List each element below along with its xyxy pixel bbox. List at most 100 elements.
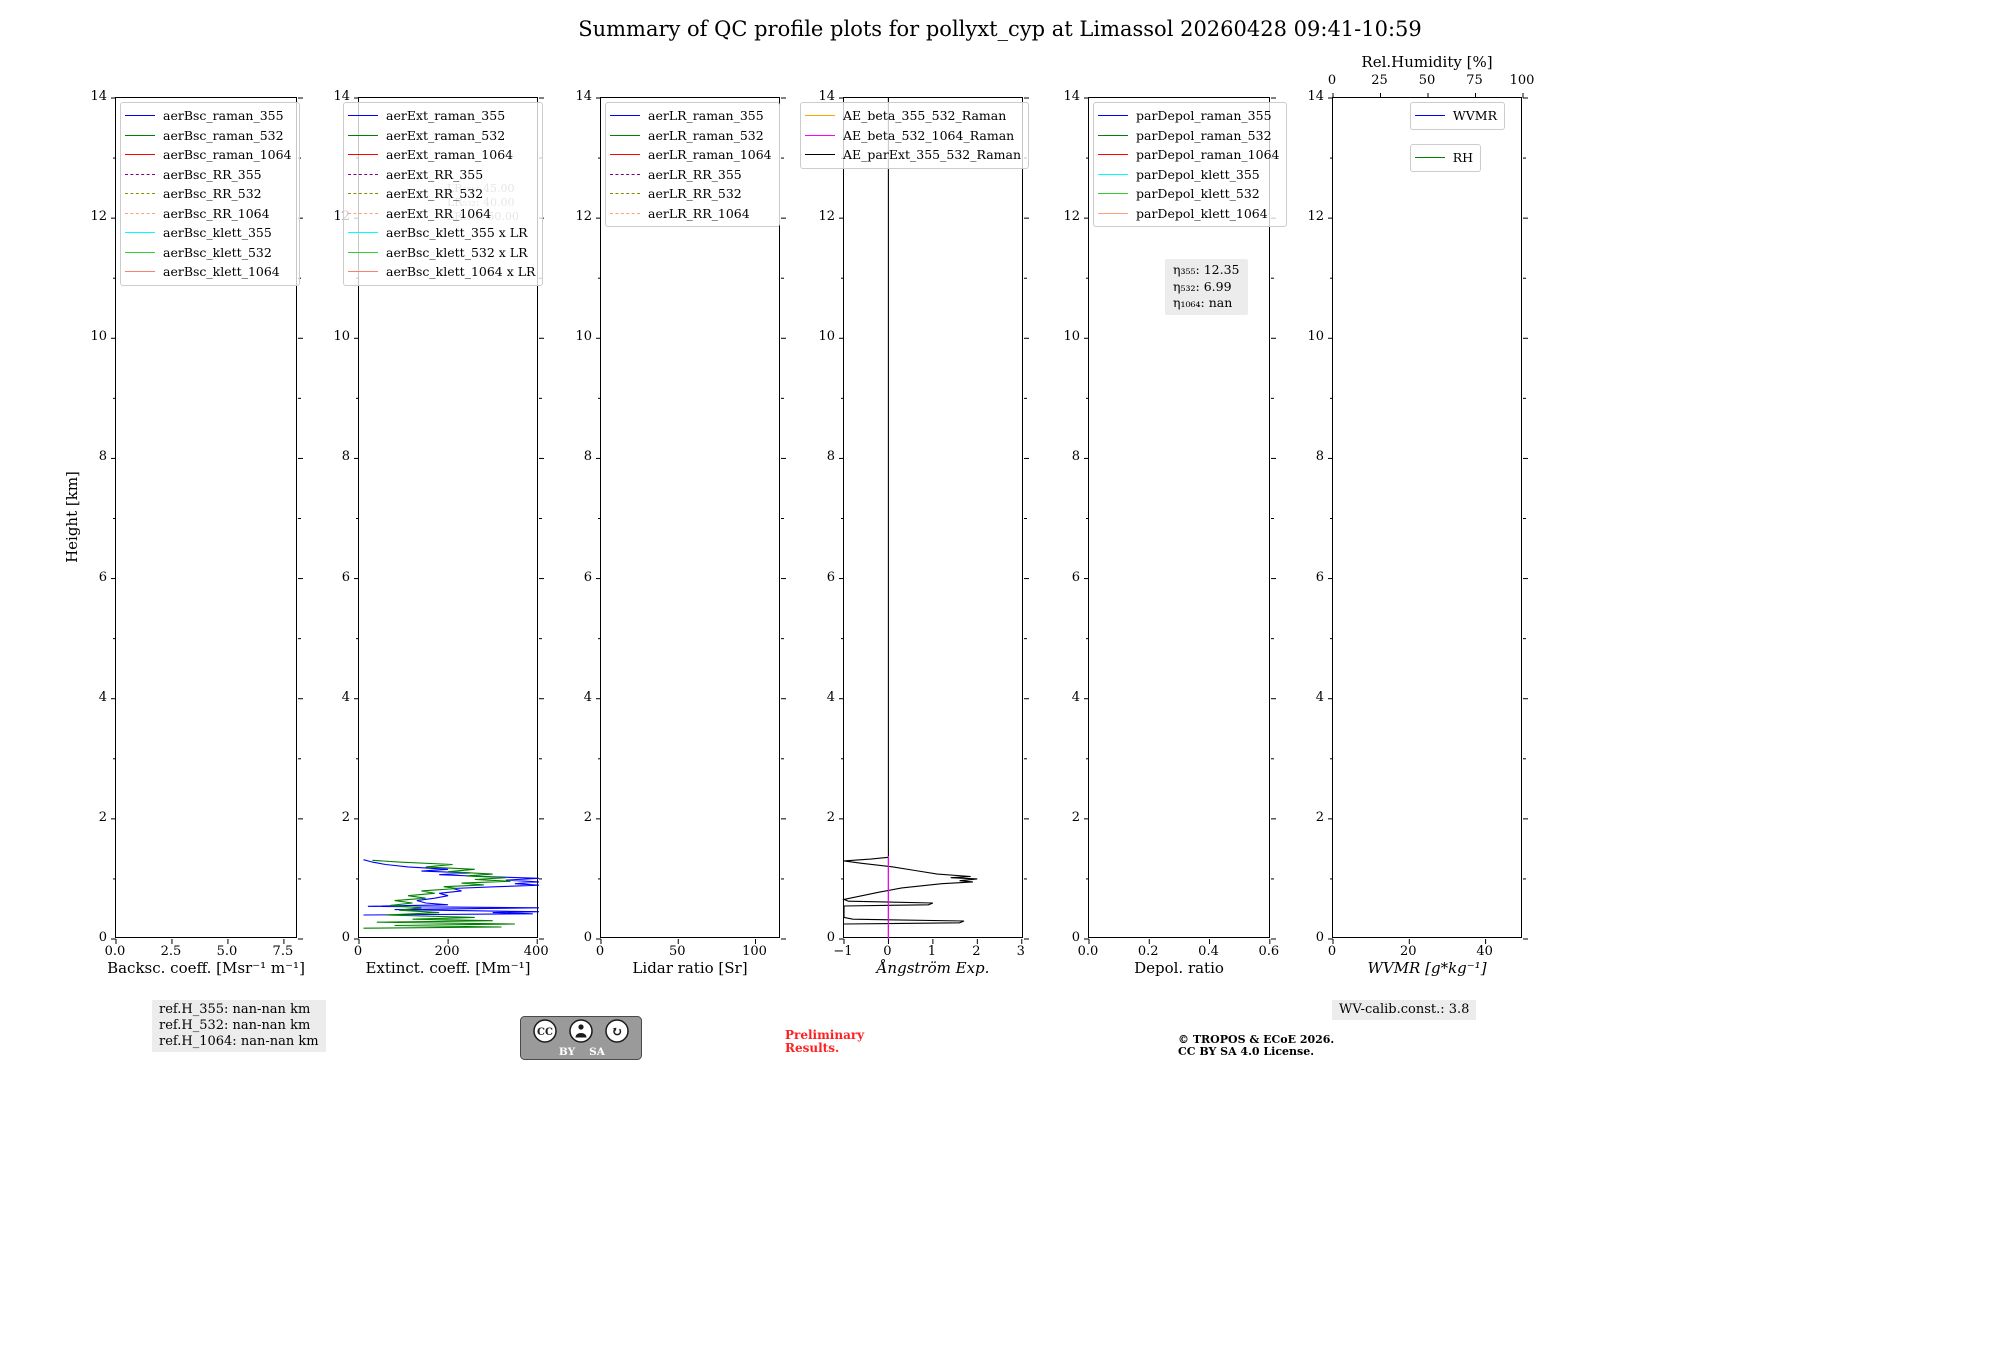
y-tick-label: 8 <box>1315 449 1324 465</box>
y-tick-label: 4 <box>341 689 350 705</box>
angstrom-plot-area <box>839 97 1029 944</box>
y-tick-label: 8 <box>98 449 107 465</box>
panel-backscatter: aerBsc_raman_355 aerBsc_raman_532 aerBsc_r… <box>111 97 303 944</box>
legend-line-sample <box>1098 173 1128 175</box>
legend-entry: aerLR_raman_532 <box>610 126 772 146</box>
wv-calib-note: WV-calib.const.: 3.8 <box>1332 1000 1477 1020</box>
legend-entry-label: aerExt_raman_532 <box>386 127 506 143</box>
top-tick-label: 0 <box>1327 73 1337 88</box>
y-tick-label: 14 <box>1063 89 1080 104</box>
ref-heights-note: ref.H_355: nan-nan km ref.H_532: nan-nan… <box>152 1000 326 1052</box>
legend-entry: aerLR_RR_1064 <box>610 204 772 224</box>
y-tick-label: 6 <box>341 569 350 585</box>
y-tick-label: 14 <box>575 89 592 104</box>
legend-entry-label: aerLR_raman_532 <box>648 127 764 143</box>
legend-entry: aerBsc_raman_355 <box>125 106 292 126</box>
x-tick-label: 0 <box>883 944 892 959</box>
legend-line-sample <box>125 173 155 175</box>
legend-entry: AE_beta_532_1064_Raman <box>805 126 1021 146</box>
y-tick-label: 14 <box>90 89 107 104</box>
y-tick-label: 4 <box>826 689 835 705</box>
legend-entry-label: aerBsc_RR_1064 <box>163 205 270 221</box>
x-axis-label-backscatter: Backsc. coeff. [Msr⁻¹ m⁻¹] <box>107 959 305 977</box>
legend-line-sample <box>125 271 155 273</box>
legend-entry-label: parDepol_raman_532 <box>1136 127 1272 143</box>
y-tick-label: 0 <box>826 930 835 945</box>
legend-line-sample <box>610 193 640 195</box>
legend-entry-label: aerBsc_klett_355 <box>163 225 272 241</box>
y-tick-label: 2 <box>1071 809 1080 825</box>
extinction-legend: aerExt_raman_355 aerExt_raman_532 aerExt_r… <box>343 102 544 286</box>
x-tick-label: 2 <box>972 944 981 959</box>
legend-entry-label: aerLR_RR_532 <box>648 186 742 202</box>
legend-entry: aerExt_raman_532 <box>348 126 535 146</box>
x-tick-label: 0 <box>353 944 363 959</box>
legend-line-sample <box>805 154 835 156</box>
legend-line-sample <box>348 212 378 214</box>
legend-line-sample <box>805 134 835 136</box>
legend-entry: aerBsc_klett_355 <box>125 223 292 243</box>
legend-entry: parDepol_klett_355 <box>1098 165 1279 185</box>
legend-entry: aerBsc_klett_532 <box>125 243 292 263</box>
x-tick-label: 50 <box>668 944 686 959</box>
legend-line-sample <box>610 173 640 175</box>
cc-icon <box>533 1019 557 1043</box>
legend-entry-label: parDepol_raman_355 <box>1136 108 1272 124</box>
cc-license-badge: CC ↻ BY SA <box>520 1016 642 1064</box>
cc-badge-graphic: CC ↻ BY SA <box>520 1016 642 1060</box>
legend-entry: AE_parExt_355_532_Raman <box>805 145 1021 165</box>
wvmr-plot-area <box>1328 93 1528 944</box>
legend-line-sample <box>610 212 640 214</box>
legend-line-sample <box>125 115 155 117</box>
y-tick-label: 10 <box>575 329 592 345</box>
legend-entry-label: AE_beta_532_1064_Raman <box>843 127 1015 143</box>
y-tick-label: 6 <box>583 569 592 585</box>
legend-entry: aerBsc_RR_1064 <box>125 204 292 224</box>
legend-entry-label: aerBsc_klett_1064 <box>163 264 280 280</box>
legend-entry-label: aerBsc_klett_1064 x LR <box>386 264 536 280</box>
y-tick-label: 10 <box>1063 329 1080 345</box>
legend-line-sample <box>348 115 378 117</box>
x-axis-label-angstrom: Ångström Exp. <box>876 959 990 977</box>
legend-entry-label: parDepol_klett_355 <box>1136 166 1260 182</box>
depol-ratio-legend: parDepol_raman_355 parDepol_raman_532 parD… <box>1093 102 1288 227</box>
y-tick-label: 4 <box>583 689 592 705</box>
y-tick-label: 4 <box>1315 689 1324 705</box>
y-tick-label: 10 <box>333 329 350 345</box>
legend-line-sample <box>610 134 640 136</box>
series-aerExt_raman_355 <box>363 859 540 916</box>
legend-entry: aerBsc_RR_355 <box>125 165 292 185</box>
copyright-note: © TROPOS & ECoE 2026. CC BY SA 4.0 Licen… <box>1178 1033 1335 1058</box>
x-tick-label: 7.5 <box>272 944 294 959</box>
y-tick-label: 12 <box>1307 209 1324 225</box>
figure-title: Summary of QC profile plots for pollyxt_… <box>578 17 1422 41</box>
attribution-person-icon <box>569 1019 593 1043</box>
legend-entry: aerBsc_klett_1064 <box>125 262 292 282</box>
backscatter-plot-area <box>111 97 303 944</box>
legend-line-sample <box>125 134 155 136</box>
legend-entry: parDepol_klett_1064 <box>1098 204 1279 224</box>
legend-entry-label: aerLR_RR_355 <box>648 166 742 182</box>
x-tick-label: 20 <box>1400 944 1417 959</box>
legend-line-sample <box>125 193 155 195</box>
y-tick-label: 0 <box>583 930 592 945</box>
legend-entry-label: aerLR_raman_1064 <box>648 147 772 163</box>
legend-entry-label: aerBsc_klett_355 x LR <box>386 225 528 241</box>
legend-entry: aerBsc_klett_355 x LR <box>348 223 535 243</box>
lidar-ratio-plot-area <box>596 97 786 944</box>
top-tick-label: 50 <box>1418 73 1436 88</box>
x-tick-label: 0.0 <box>1077 944 1099 959</box>
legend-line-sample <box>1414 157 1445 159</box>
legend-entry: aerExt_raman_1064 <box>348 145 535 165</box>
legend-line-sample <box>348 134 378 136</box>
legend-entry: parDepol_raman_1064 <box>1098 145 1279 165</box>
y-tick-label: 8 <box>1071 449 1080 465</box>
y-tick-label: 8 <box>583 449 592 465</box>
y-tick-label: 6 <box>98 569 107 585</box>
x-tick-label: 1 <box>927 944 937 959</box>
y-tick-label: 10 <box>818 329 835 345</box>
panel-angstrom: AE_beta_355_532_Raman AE_beta_532_1064_Ra… <box>800 97 1030 944</box>
legend-entry-label: AE_parExt_355_532_Raman <box>843 147 1022 163</box>
x-axis-label-wvmr: WVMR [g*kg⁻¹] <box>1367 959 1487 977</box>
